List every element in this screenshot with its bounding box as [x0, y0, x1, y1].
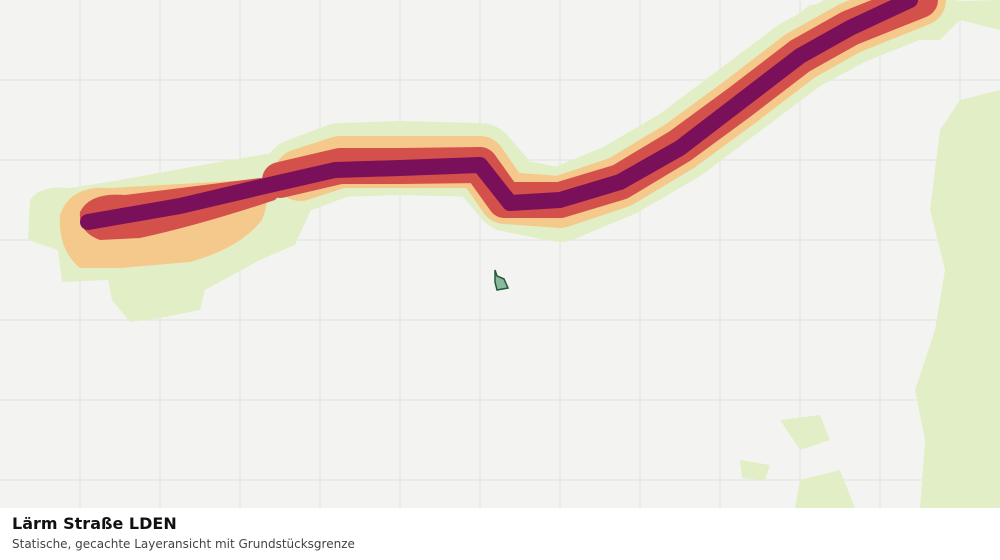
panel-title: Lärm Straße LDEN	[12, 514, 177, 533]
panel-subtitle: Statische, gecachte Layeransicht mit Gru…	[12, 537, 355, 551]
noise-zone-very-high	[80, 0, 918, 230]
info-panel: Lärm Straße LDEN Statische, gecachte Lay…	[0, 508, 1000, 560]
map	[0, 0, 1000, 508]
parcel-boundary	[494, 269, 510, 291]
